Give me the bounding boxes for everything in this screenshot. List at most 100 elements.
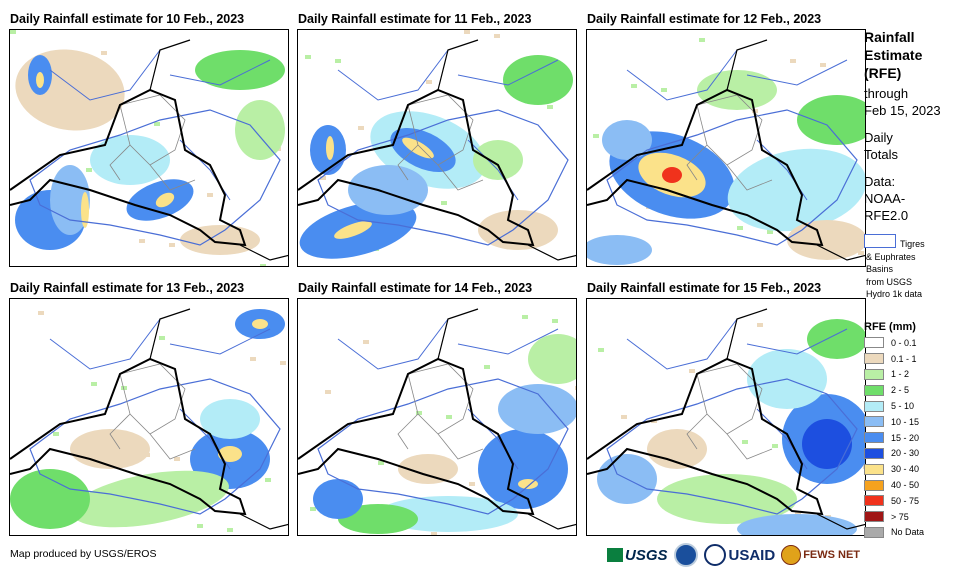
rainfall-cell	[494, 34, 500, 38]
rainfall-cell	[552, 319, 558, 323]
rainfall-cell	[260, 264, 266, 266]
legend-item: 10 - 15	[864, 414, 924, 430]
rainfall-area	[473, 140, 523, 180]
logo-strip: USGS USAID FEWS NET	[607, 543, 860, 567]
legend-swatch	[864, 400, 884, 412]
rainfall-map-feb13	[9, 298, 289, 536]
rainfall-cell	[174, 457, 180, 461]
rainfall-cell	[469, 482, 475, 486]
rainfall-cell	[335, 59, 341, 63]
sidebar-through: through Feb 15, 2023	[864, 86, 941, 118]
rainfall-cell	[121, 386, 127, 390]
rainfall-map-feb11	[297, 29, 577, 267]
country-border	[726, 308, 865, 530]
rainfall-cell	[547, 105, 553, 109]
legend-item: 40 - 50	[864, 477, 924, 493]
legend-item: 1 - 2	[864, 367, 924, 383]
rainfall-area	[398, 454, 458, 484]
panel-title: Daily Rainfall estimate for 11 Feb., 202…	[298, 12, 532, 26]
fewsnet-logo: FEWS NET	[781, 545, 860, 565]
rainfall-area	[235, 100, 285, 160]
rainfall-area	[180, 225, 260, 255]
legend-label: 0 - 0.1	[891, 337, 917, 348]
panel-title: Daily Rainfall estimate for 13 Feb., 202…	[10, 281, 245, 295]
rainfall-cell	[227, 528, 233, 532]
noaa-logo	[673, 543, 698, 567]
rainfall-map-feb12	[586, 29, 866, 267]
rainfall-area	[787, 220, 865, 260]
country-border	[298, 88, 535, 247]
rainfall-cell	[661, 88, 667, 92]
usgs-logo: USGS	[607, 547, 668, 564]
country-border	[10, 88, 247, 247]
rainfall-cell	[631, 84, 637, 88]
legend-item: 30 - 40	[864, 461, 924, 477]
rainfall-cell	[38, 311, 44, 315]
country-border	[587, 357, 824, 516]
rainfall-cell	[431, 532, 437, 535]
legend-item: 15 - 20	[864, 430, 924, 446]
rainfall-area	[155, 192, 175, 208]
legend-swatch	[864, 447, 884, 459]
panel-title: Daily Rainfall estimate for 15 Feb., 202…	[587, 281, 822, 295]
basin-outline	[606, 378, 858, 515]
rainfall-cell	[169, 243, 175, 247]
rainfall-area	[478, 429, 568, 509]
rainfall-area	[807, 319, 865, 359]
rainfall-area	[195, 50, 285, 90]
rainfall-area	[528, 334, 576, 384]
legend-swatch	[864, 511, 884, 523]
rainfall-area	[478, 210, 558, 250]
rainfall-area	[498, 384, 576, 434]
legend-item: 20 - 30	[864, 446, 924, 462]
rainfall-cell	[575, 386, 576, 390]
rainfall-cell	[159, 336, 165, 340]
rainfall-area	[348, 165, 428, 215]
legend-swatch	[864, 384, 884, 396]
panel-title: Daily Rainfall estimate for 12 Feb., 202…	[587, 12, 822, 26]
rainfall-area	[10, 469, 90, 529]
rainfall-area	[647, 429, 707, 469]
legend-label: 15 - 20	[891, 432, 920, 443]
rainfall-area	[252, 319, 268, 329]
basin-legend-swatch	[864, 234, 896, 248]
rainfall-area	[797, 95, 865, 145]
legend-swatch	[864, 416, 884, 428]
panel-title: Daily Rainfall estimate for 10 Feb., 202…	[10, 12, 245, 26]
legend-label: 2 - 5	[891, 385, 910, 396]
legend-swatch	[864, 368, 884, 380]
rainfall-cell	[426, 80, 432, 84]
country-border	[726, 39, 865, 261]
legend-swatch	[864, 353, 884, 365]
rainfall-area	[657, 474, 797, 524]
country-border	[437, 308, 576, 530]
sidebar-daily: Daily Totals	[864, 130, 898, 162]
rainfall-cell	[767, 230, 773, 234]
legend-swatch	[864, 463, 884, 475]
legend-label: 50 - 75	[891, 495, 920, 506]
rainfall-area	[334, 221, 372, 239]
basin-outline	[29, 109, 281, 246]
credit-text: Map produced by USGS/EROS	[10, 548, 157, 560]
rainfall-cell	[772, 444, 778, 448]
rainfall-cell	[197, 524, 203, 528]
basin-outline	[317, 378, 569, 515]
country-border	[437, 39, 576, 261]
rainfall-map-feb14	[297, 298, 577, 536]
rainfall-cell	[310, 507, 316, 511]
rainfall-area	[602, 120, 652, 160]
legend-item: 5 - 10	[864, 398, 924, 414]
basin-legend-text: Tigres & Euphrates Basins from USGS Hydr…	[866, 239, 925, 299]
rainfall-cell	[378, 461, 384, 465]
rainfall-map-feb15	[586, 298, 866, 536]
rainfall-cell	[325, 390, 331, 394]
rainfall-cell	[742, 440, 748, 444]
legend-item: 2 - 5	[864, 382, 924, 398]
legend-swatch	[864, 432, 884, 444]
rainfall-cell	[280, 361, 286, 365]
rainfall-area	[36, 72, 44, 88]
rainfall-area	[727, 148, 865, 232]
country-border	[149, 308, 288, 530]
usaid-logo: USAID	[703, 544, 775, 566]
rainfall-cell	[320, 176, 326, 180]
